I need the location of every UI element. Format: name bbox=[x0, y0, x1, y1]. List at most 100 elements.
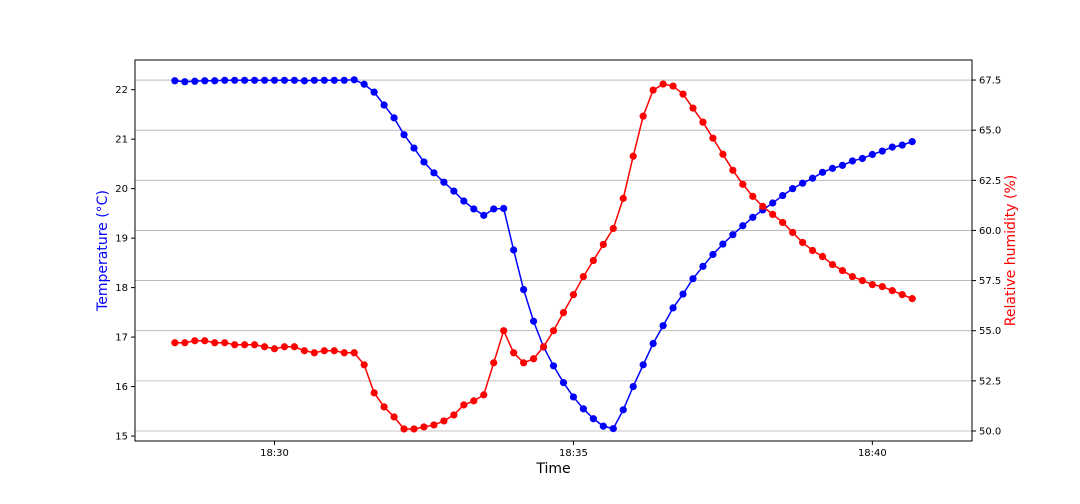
temperature-point bbox=[569, 393, 578, 401]
temperature-point bbox=[390, 114, 398, 122]
ticks: 18:30 18:35 18:40 15 16 17 18 19 20 21 22 50.0 52.5 5… bbox=[115, 76, 1001, 459]
x-tick-label: 18:30 bbox=[260, 448, 289, 459]
humidity-point bbox=[290, 343, 299, 351]
humidity-point bbox=[679, 90, 687, 98]
temperature-point bbox=[888, 143, 896, 151]
gridlines bbox=[135, 79, 972, 432]
humidity-point bbox=[739, 180, 747, 188]
temperature-point bbox=[599, 422, 607, 430]
humidity-point bbox=[609, 224, 617, 233]
left-y-tick-label: 20 bbox=[115, 184, 128, 195]
humidity-point bbox=[539, 343, 548, 351]
temperature-point bbox=[191, 77, 199, 85]
temperature-point bbox=[818, 168, 827, 176]
temperature-point bbox=[779, 191, 787, 200]
temperature-point bbox=[898, 141, 906, 149]
humidity-point bbox=[330, 347, 338, 355]
humidity-point bbox=[729, 166, 737, 174]
temperature-point bbox=[360, 80, 368, 88]
humidity-point bbox=[440, 417, 448, 425]
temperature-point bbox=[639, 361, 647, 369]
temperature-point bbox=[500, 204, 508, 213]
humidity-point bbox=[818, 252, 827, 261]
temperature-point bbox=[480, 211, 488, 219]
humidity-point bbox=[500, 327, 508, 335]
x-axis-label: Time bbox=[535, 461, 570, 477]
humidity-point bbox=[799, 238, 807, 247]
temperature-point bbox=[878, 147, 886, 155]
humidity-point bbox=[649, 86, 657, 94]
humidity-point bbox=[838, 266, 847, 275]
humidity-point bbox=[828, 260, 837, 269]
series-layer bbox=[171, 76, 916, 433]
humidity-point bbox=[400, 425, 408, 433]
temperature-point bbox=[171, 77, 179, 85]
axes bbox=[134, 59, 973, 442]
humidity-point bbox=[250, 341, 259, 349]
temperature-point bbox=[450, 187, 458, 195]
temperature-point bbox=[320, 76, 328, 84]
right-y-tick-label: 60.0 bbox=[979, 226, 1001, 237]
temperature-point bbox=[858, 154, 866, 163]
temperature-point bbox=[241, 76, 249, 84]
humidity-point bbox=[759, 202, 767, 210]
humidity-point bbox=[659, 80, 667, 88]
left-y-tick-label: 22 bbox=[115, 85, 128, 96]
humidity-point bbox=[719, 150, 727, 158]
humidity-point bbox=[300, 347, 308, 355]
right-y-tick-label: 65.0 bbox=[979, 126, 1001, 137]
temperature-point bbox=[460, 197, 468, 205]
temperature-point bbox=[470, 205, 478, 213]
humidity-series bbox=[171, 80, 916, 433]
temperature-point bbox=[659, 322, 667, 330]
humidity-point bbox=[669, 82, 677, 90]
temperature-point bbox=[350, 76, 358, 84]
right-y-tick-label: 62.5 bbox=[979, 176, 1001, 187]
humidity-point bbox=[310, 349, 318, 357]
humidity-point bbox=[360, 361, 368, 369]
humidity-point bbox=[470, 397, 478, 405]
x-tick-label: 18:40 bbox=[858, 448, 887, 459]
temperature-point bbox=[629, 382, 637, 391]
humidity-point bbox=[221, 339, 229, 347]
temperature-point bbox=[221, 76, 229, 84]
temperature-point bbox=[181, 78, 189, 86]
temperature-point bbox=[310, 76, 318, 84]
humidity-point bbox=[171, 339, 179, 347]
temperature-point bbox=[619, 406, 627, 414]
left-y-tick-label: 18 bbox=[115, 283, 128, 294]
temperature-point bbox=[848, 157, 857, 165]
temperature-point bbox=[709, 250, 717, 259]
humidity-point bbox=[908, 295, 916, 303]
temperature-point bbox=[250, 76, 259, 84]
humidity-point bbox=[340, 349, 348, 357]
right-y-tick-label: 67.5 bbox=[979, 76, 1001, 87]
humidity-point bbox=[808, 246, 817, 255]
temperature-point bbox=[799, 179, 807, 187]
humidity-point bbox=[520, 359, 528, 367]
temperature-point bbox=[400, 131, 408, 139]
right-y-tick-label: 55.0 bbox=[979, 326, 1001, 337]
humidity-point bbox=[460, 401, 468, 409]
temperature-point bbox=[490, 205, 498, 213]
humidity-point bbox=[699, 118, 707, 126]
temperature-line bbox=[174, 79, 913, 430]
right-y-axis-label: Relative humidity (%) bbox=[1003, 175, 1019, 326]
humidity-point bbox=[858, 276, 866, 285]
humidity-point bbox=[599, 240, 607, 249]
humidity-point bbox=[370, 389, 378, 397]
temperature-point bbox=[410, 144, 418, 152]
temperature-point bbox=[808, 174, 817, 182]
temperature-point bbox=[290, 76, 299, 84]
temperature-point bbox=[549, 362, 558, 370]
humidity-point bbox=[569, 291, 578, 299]
plot-frame bbox=[134, 59, 973, 442]
humidity-point bbox=[878, 282, 886, 291]
temperature-point bbox=[211, 77, 219, 85]
humidity-point bbox=[450, 411, 458, 419]
left-y-tick-label: 19 bbox=[115, 234, 128, 245]
temperature-point bbox=[739, 222, 747, 230]
humidity-point bbox=[231, 341, 239, 349]
left-y-tick-label: 16 bbox=[115, 382, 128, 393]
temperature-point bbox=[260, 76, 269, 84]
